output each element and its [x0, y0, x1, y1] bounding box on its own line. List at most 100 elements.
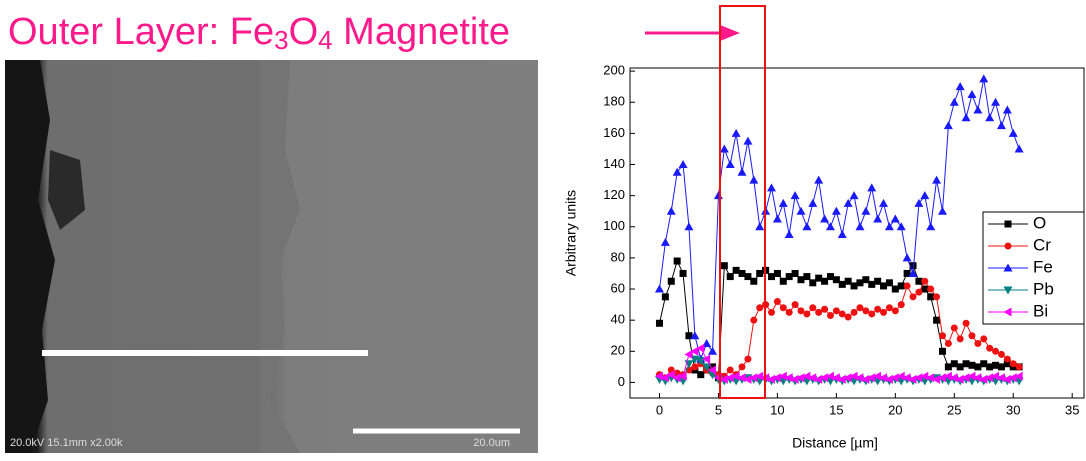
marker [927, 286, 934, 293]
marker [808, 199, 817, 207]
marker [680, 270, 687, 277]
title-part: O [289, 11, 319, 53]
marker [792, 270, 799, 277]
legend-label: Pb [1033, 279, 1054, 298]
marker [679, 160, 688, 168]
marker [962, 113, 971, 121]
marker [898, 301, 905, 308]
marker [921, 278, 928, 285]
marker [791, 191, 800, 199]
y-axis-label: Arbitrary units [563, 190, 579, 276]
marker [933, 317, 940, 324]
x-tick-label: 15 [829, 402, 843, 417]
marker [886, 279, 893, 286]
marker [980, 335, 987, 342]
marker [815, 309, 822, 316]
marker [792, 301, 799, 308]
marker [985, 113, 994, 121]
marker [780, 304, 787, 311]
marker [956, 82, 965, 90]
marker [914, 199, 923, 207]
x-tick-label: 5 [715, 402, 722, 417]
marker [945, 340, 952, 347]
marker [973, 106, 982, 114]
marker [851, 309, 858, 316]
marker [944, 121, 953, 129]
marker [673, 168, 682, 176]
x-tick-label: 35 [1065, 402, 1079, 417]
marker [738, 168, 747, 176]
marker [833, 307, 840, 314]
y-tick-label: 60 [611, 280, 625, 295]
marker [997, 121, 1006, 129]
marker [755, 222, 764, 230]
marker [926, 222, 935, 230]
marker [802, 222, 811, 230]
marker [655, 285, 664, 293]
marker [1005, 221, 1012, 228]
marker [932, 176, 941, 184]
marker [886, 304, 893, 311]
marker [950, 98, 959, 106]
highlight-box [720, 6, 765, 398]
marker [957, 335, 964, 342]
title-part: Outer Layer: Fe [8, 11, 274, 53]
page: {"header": {"title_parts": ["Outer Layer… [0, 0, 1086, 461]
marker [1010, 360, 1017, 367]
marker [749, 176, 758, 184]
marker [910, 293, 917, 300]
marker [897, 222, 906, 230]
marker [750, 278, 757, 285]
y-tick-label: 180 [603, 94, 625, 109]
marker [1003, 106, 1012, 114]
x-tick-label: 0 [656, 402, 663, 417]
marker [979, 74, 988, 82]
marker [774, 298, 781, 305]
marker [974, 340, 981, 347]
y-tick-label: 140 [603, 156, 625, 171]
marker [774, 270, 781, 277]
marker [861, 207, 870, 215]
arrow-head [720, 25, 740, 41]
marker [874, 306, 881, 313]
marker [750, 317, 757, 324]
marker [838, 230, 847, 238]
marker [992, 348, 999, 355]
title: Outer Layer: Fe3O4 Magnetite [8, 11, 510, 55]
marker [720, 144, 729, 152]
x-tick-label: 10 [770, 402, 784, 417]
title-part: Magnetite [333, 11, 510, 53]
marker [727, 273, 734, 280]
marker [773, 214, 782, 222]
marker [674, 258, 681, 265]
x-axis-label: Distance [µm] [792, 435, 878, 451]
marker [963, 320, 970, 327]
marker [856, 304, 863, 311]
marker [803, 273, 810, 280]
marker [732, 129, 741, 137]
legend-label: Bi [1033, 301, 1048, 320]
marker [880, 309, 887, 316]
marker [968, 332, 975, 339]
marker [727, 366, 734, 373]
marker [726, 160, 735, 168]
marker [879, 199, 888, 207]
marker [904, 282, 911, 289]
marker [998, 351, 1005, 358]
marker [1009, 129, 1018, 137]
marker [821, 306, 828, 313]
marker [756, 304, 763, 311]
marker [885, 222, 894, 230]
marker [991, 98, 1000, 106]
marker [850, 191, 859, 199]
marker [839, 310, 846, 317]
marker [1015, 144, 1024, 152]
title-subscript: 4 [318, 25, 332, 55]
y-tick-label: 200 [603, 63, 625, 78]
marker [1004, 356, 1011, 363]
marker [803, 310, 810, 317]
marker [656, 320, 663, 327]
marker [986, 345, 993, 352]
marker [684, 222, 693, 230]
legend-label: Cr [1033, 235, 1051, 254]
